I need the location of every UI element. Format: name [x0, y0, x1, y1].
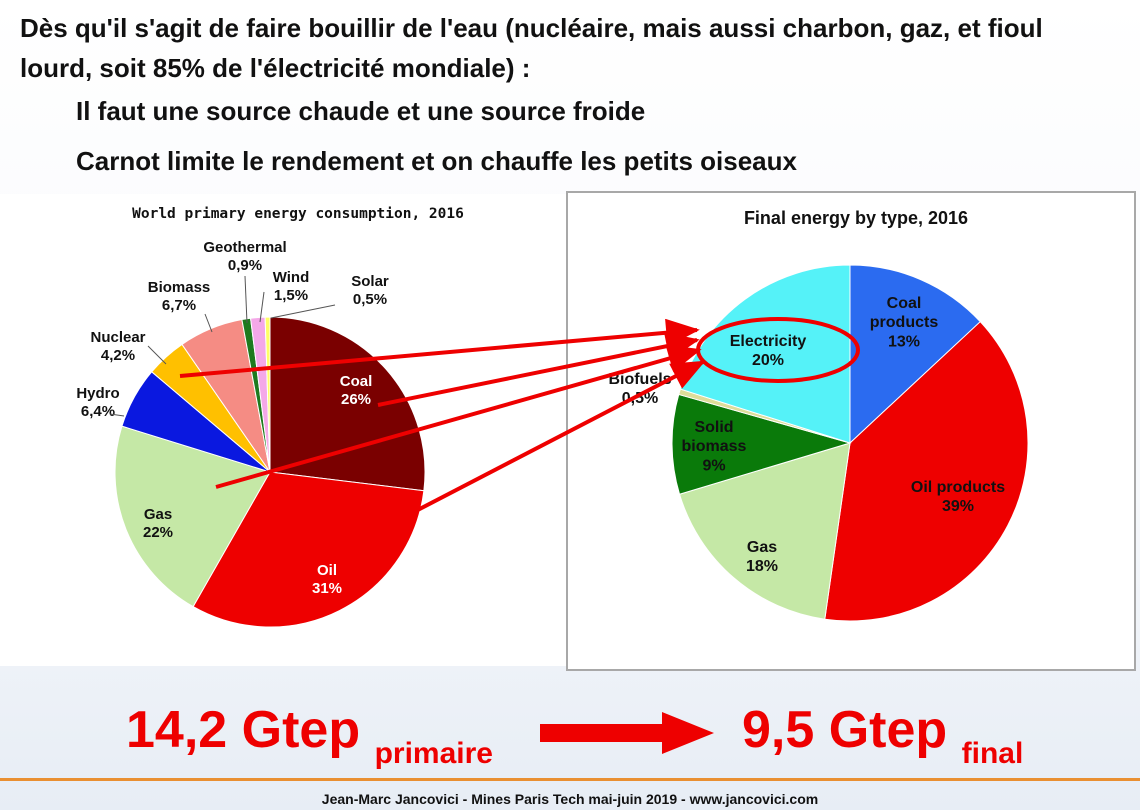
primary-pie-labels: Coal 26% Oil 31% Gas 22% Hydro 6,4% Nuclear 4,2%B… [76, 239, 389, 597]
final-label-gas: Gas 18% [746, 539, 778, 575]
primary-label-hydro: Hydro 6,4% [76, 385, 119, 420]
primary-total: 14,2 Gtep primaire [126, 700, 493, 770]
primary-label-geothermal: Geothermal 0,9% [203, 239, 286, 274]
final-pie [671, 264, 1029, 622]
final-label-solid-biomass: Solid biomass 9% [682, 419, 747, 474]
fuel-to-electricity-arrows [179, 318, 706, 516]
primary-leader-geothermal [244, 275, 248, 324]
footer-rule [0, 778, 1140, 781]
primary-chart-title: World primary energy consumption, 2016 [132, 206, 464, 222]
headline: Dès qu'il s'agit de faire bouillir de l'… [20, 13, 1043, 83]
primary-label-gas: Gas 22% [143, 506, 173, 541]
final-total-value: 9,5 Gtep [742, 701, 948, 759]
footer-credit: Jean-Marc Jancovici - Mines Paris Tech m… [321, 791, 819, 807]
primary-slice-coal [269, 316, 426, 492]
arrow-nuclear [179, 318, 700, 378]
arrow-gas [215, 344, 702, 489]
final-chart-title: Final energy by type, 2016 [744, 208, 968, 228]
arrow-oil [409, 360, 706, 516]
primary-pie [114, 316, 426, 628]
final-total-label: final [961, 737, 1024, 770]
final-label-electricity: Electricity 20% [730, 333, 807, 369]
final-pie-labels: Coal products 13% Oil products 39% Gas 18% Soli… [608, 295, 1005, 575]
final-slice-coal-products [849, 264, 981, 445]
final-slice-solid-biomass [671, 393, 852, 495]
final-label-coal-products: Coal products 13% [870, 295, 939, 350]
big-arrow-icon [540, 712, 714, 754]
arrow-coal [377, 332, 700, 407]
primary-label-wind: Wind 1,5% [273, 269, 310, 304]
bullet-carnot: Carnot limite le rendement et on chauffe… [76, 146, 797, 176]
primary-leader-wind [259, 291, 265, 323]
primary-slice-oil [192, 471, 425, 628]
final-label-biofuels: Biofuels 0,5% [608, 371, 671, 407]
final-slice-gas [678, 442, 851, 620]
primary-total-value: 14,2 Gtep [126, 701, 361, 759]
primary-leader-biomass [204, 313, 213, 333]
primary-leader-solar [270, 304, 336, 319]
final-total: 9,5 Gtep final [742, 700, 1023, 770]
bullet-hot-cold-source: Il faut une source chaude et une source … [76, 96, 646, 126]
primary-label-solar: Solar 0,5% [351, 273, 389, 308]
primary-label-coal: Coal 26% [340, 373, 373, 408]
primary-leader-hydro [109, 413, 125, 417]
final-slice-oil-products [824, 320, 1029, 622]
primary-total-label: primaire [374, 737, 493, 770]
primary-label-biomass: Biomass 6,7% [148, 279, 211, 314]
primary-label-oil: Oil 31% [312, 562, 342, 597]
primary-slice-gas [114, 425, 271, 608]
primary-slice-solar [264, 316, 271, 473]
primary-label-nuclear: Nuclear 4,2% [90, 329, 145, 364]
primary-leader-nuclear [147, 345, 167, 365]
final-label-oil-products: Oil products 39% [911, 479, 1005, 515]
